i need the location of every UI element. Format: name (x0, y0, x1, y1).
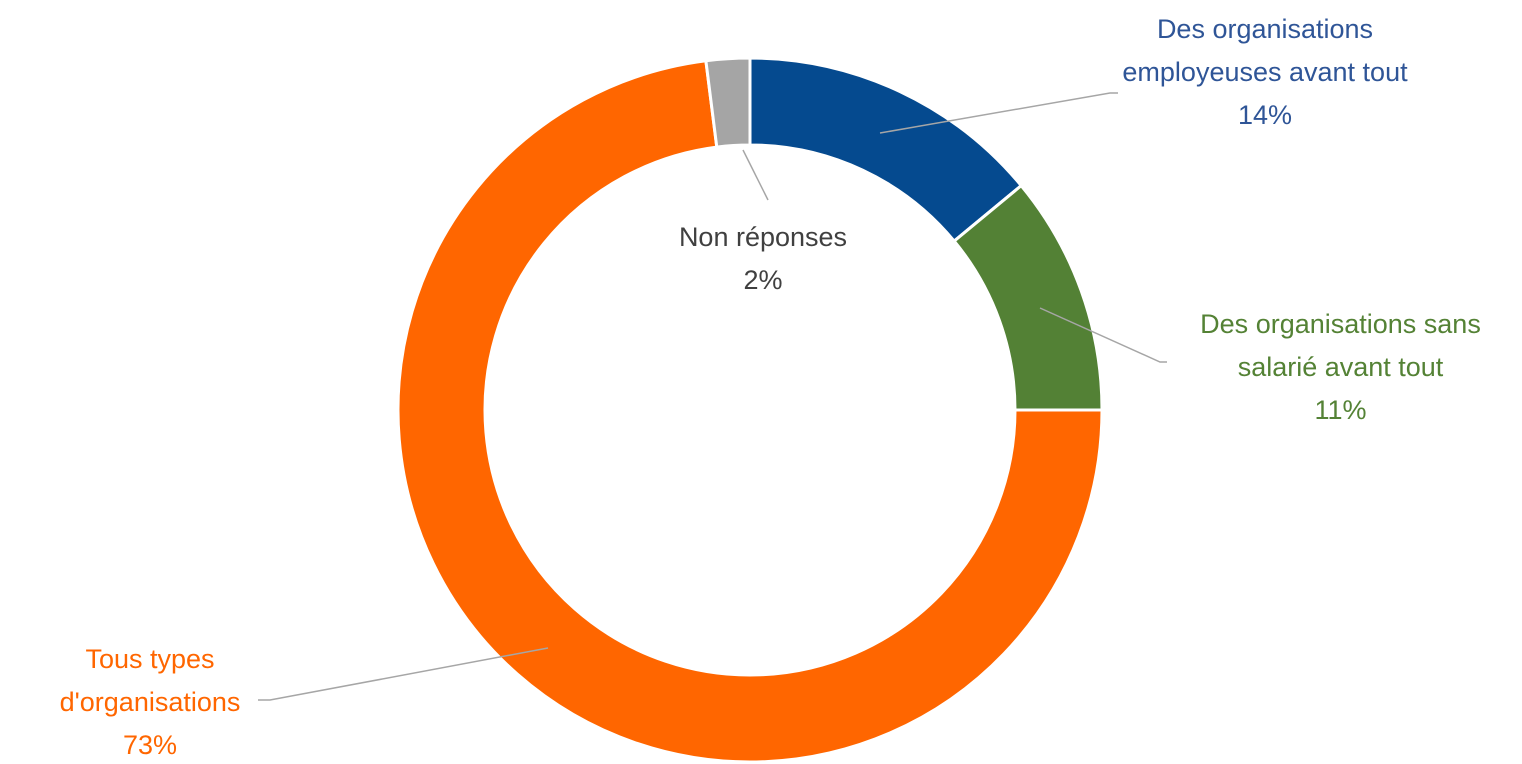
label-name: Non réponses (678, 222, 848, 252)
label-value: 2% (743, 265, 783, 295)
label-value: 11% (1314, 395, 1367, 425)
leader-line (879, 92, 1118, 134)
label-name: Tous types d'organisations (59, 644, 241, 717)
data-label: Des organisations employeuses avant tout… (1115, 8, 1415, 137)
leader-line (1039, 307, 1167, 363)
label-name: Des organisations sans salarié avant tou… (1200, 309, 1481, 382)
label-name: Des organisations employeuses avant tout (1122, 14, 1408, 87)
label-value: 14% (1237, 100, 1293, 130)
data-label: Tous types d'organisations 73% (40, 638, 260, 764)
leader-line (258, 647, 549, 701)
label-value: 73% (122, 730, 178, 760)
donut-segment (396, 59, 1104, 764)
data-label: Non réponses 2% (620, 216, 906, 302)
leader-line (742, 149, 769, 201)
donut-segment (748, 56, 1024, 244)
donut-segment (704, 56, 752, 149)
data-label: Des organisations sans salarié avant tou… (1168, 303, 1513, 432)
